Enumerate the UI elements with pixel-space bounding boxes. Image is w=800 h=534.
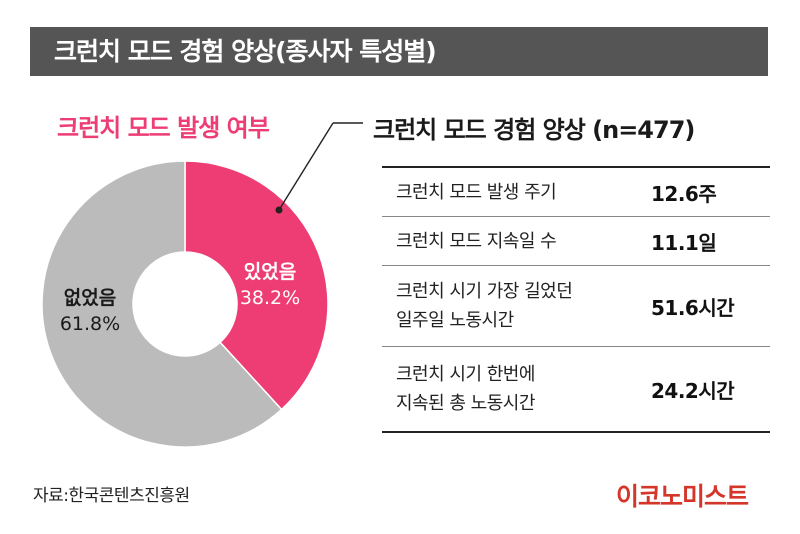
slice-yes: [184, 160, 329, 411]
stat-row-cycle: 크런치 모드 발생 주기 12.6주: [382, 168, 770, 217]
stat-label: 크런치 시기 가장 길었던 일주일 노동시간: [396, 281, 573, 331]
slice-value-label: 61.8%: [60, 313, 120, 335]
stat-label: 크런치 모드 지속일 수: [396, 230, 557, 252]
stat-row-longest-week-hours: 크런치 시기 가장 길었던 일주일 노동시간 51.6시간: [382, 266, 770, 347]
stat-row-duration-days: 크런치 모드 지속일 수 11.1일: [382, 217, 770, 266]
stat-value: 51.6시간: [651, 295, 735, 320]
stats-table: 크런치 모드 발생 주기 12.6주 크런치 모드 지속일 수 11.1일 크런…: [382, 166, 770, 433]
stat-label: 크런치 시기 한번에 지속된 총 노동시간: [396, 364, 535, 414]
source-note: 자료:한국콘텐츠진흥원: [33, 486, 190, 506]
callout-leader-line: [278, 122, 334, 211]
donut-subtitle: 크런치 모드 발생 여부: [57, 114, 270, 142]
stat-value: 12.6주: [651, 181, 717, 206]
callout-leader-dot: [275, 206, 283, 214]
chart-title-banner: 크런치 모드 경험 양상(종사자 특성별): [30, 27, 768, 76]
slice-value-label: 38.2%: [240, 287, 300, 309]
stats-title: 크런치 모드 경험 양상 (n=477): [373, 116, 695, 144]
slice-no: [41, 160, 283, 448]
stat-value: 24.2시간: [651, 378, 735, 403]
stat-value: 11.1일: [651, 230, 717, 255]
publisher-logo: 이코노미스트: [616, 482, 749, 511]
slice-label: 있었음: [244, 261, 296, 283]
chart-title: 크런치 모드 경험 양상(종사자 특성별): [54, 37, 437, 66]
stat-label: 크런치 모드 발생 주기: [396, 181, 557, 203]
stat-row-total-hours: 크런치 시기 한번에 지속된 총 노동시간 24.2시간: [382, 347, 770, 431]
slice-label: 없었음: [64, 287, 116, 309]
